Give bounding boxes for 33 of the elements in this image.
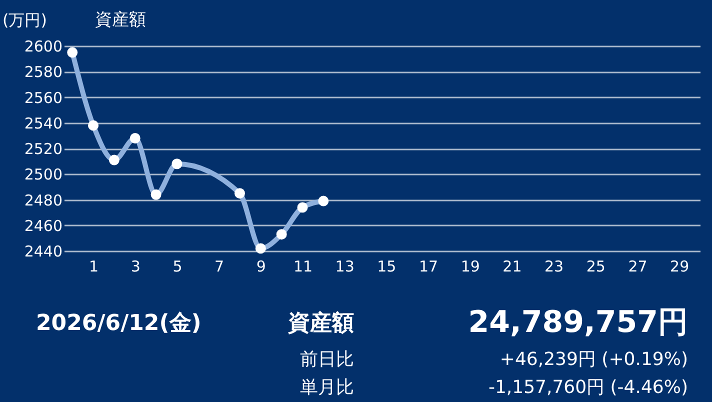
x-tick-label: 1 <box>89 258 99 276</box>
x-tick-label: 23 <box>544 258 564 276</box>
y-tick-label: 2500 <box>24 166 62 184</box>
x-tick-label: 19 <box>460 258 480 276</box>
text: +46,239円 (+0.19%) <box>500 349 688 370</box>
x-tick-label: 29 <box>670 258 690 276</box>
y-tick-label: 2580 <box>24 63 62 82</box>
y-tick-label: 2560 <box>24 88 62 107</box>
x-tick-label: 7 <box>214 258 224 276</box>
x-tick-label: 21 <box>502 258 522 276</box>
text: 24,789,757円 <box>468 305 688 340</box>
x-tick-label: 17 <box>418 258 438 276</box>
x-tick-label: 25 <box>586 258 606 276</box>
y-tick-label: 2540 <box>24 114 62 132</box>
text: 前日比 <box>300 349 354 370</box>
x-tick-label: 27 <box>628 258 648 276</box>
text: 2026/6/12(金) <box>36 311 202 336</box>
x-tick-label: 11 <box>293 258 313 276</box>
y-tick-label: 2600 <box>24 38 62 56</box>
x-tick-label: 3 <box>130 258 140 276</box>
y-tick-label: 2460 <box>24 216 62 235</box>
text: 資産額 <box>287 310 354 336</box>
chart-title: 資産額 <box>95 10 146 30</box>
x-tick-label: 13 <box>335 258 354 276</box>
text: 単月比 <box>300 377 354 398</box>
x-tick-label: 9 <box>256 258 266 276</box>
y-axis-title: (万円) <box>2 10 47 30</box>
y-tick-label: 2440 <box>24 242 62 260</box>
y-tick-label: 2480 <box>24 191 62 210</box>
y-tick-label: 2520 <box>24 140 62 158</box>
text: -1,157,760円 (-4.46%) <box>488 377 688 398</box>
x-tick-label: 5 <box>172 258 182 276</box>
x-tick-label: 15 <box>377 258 396 276</box>
